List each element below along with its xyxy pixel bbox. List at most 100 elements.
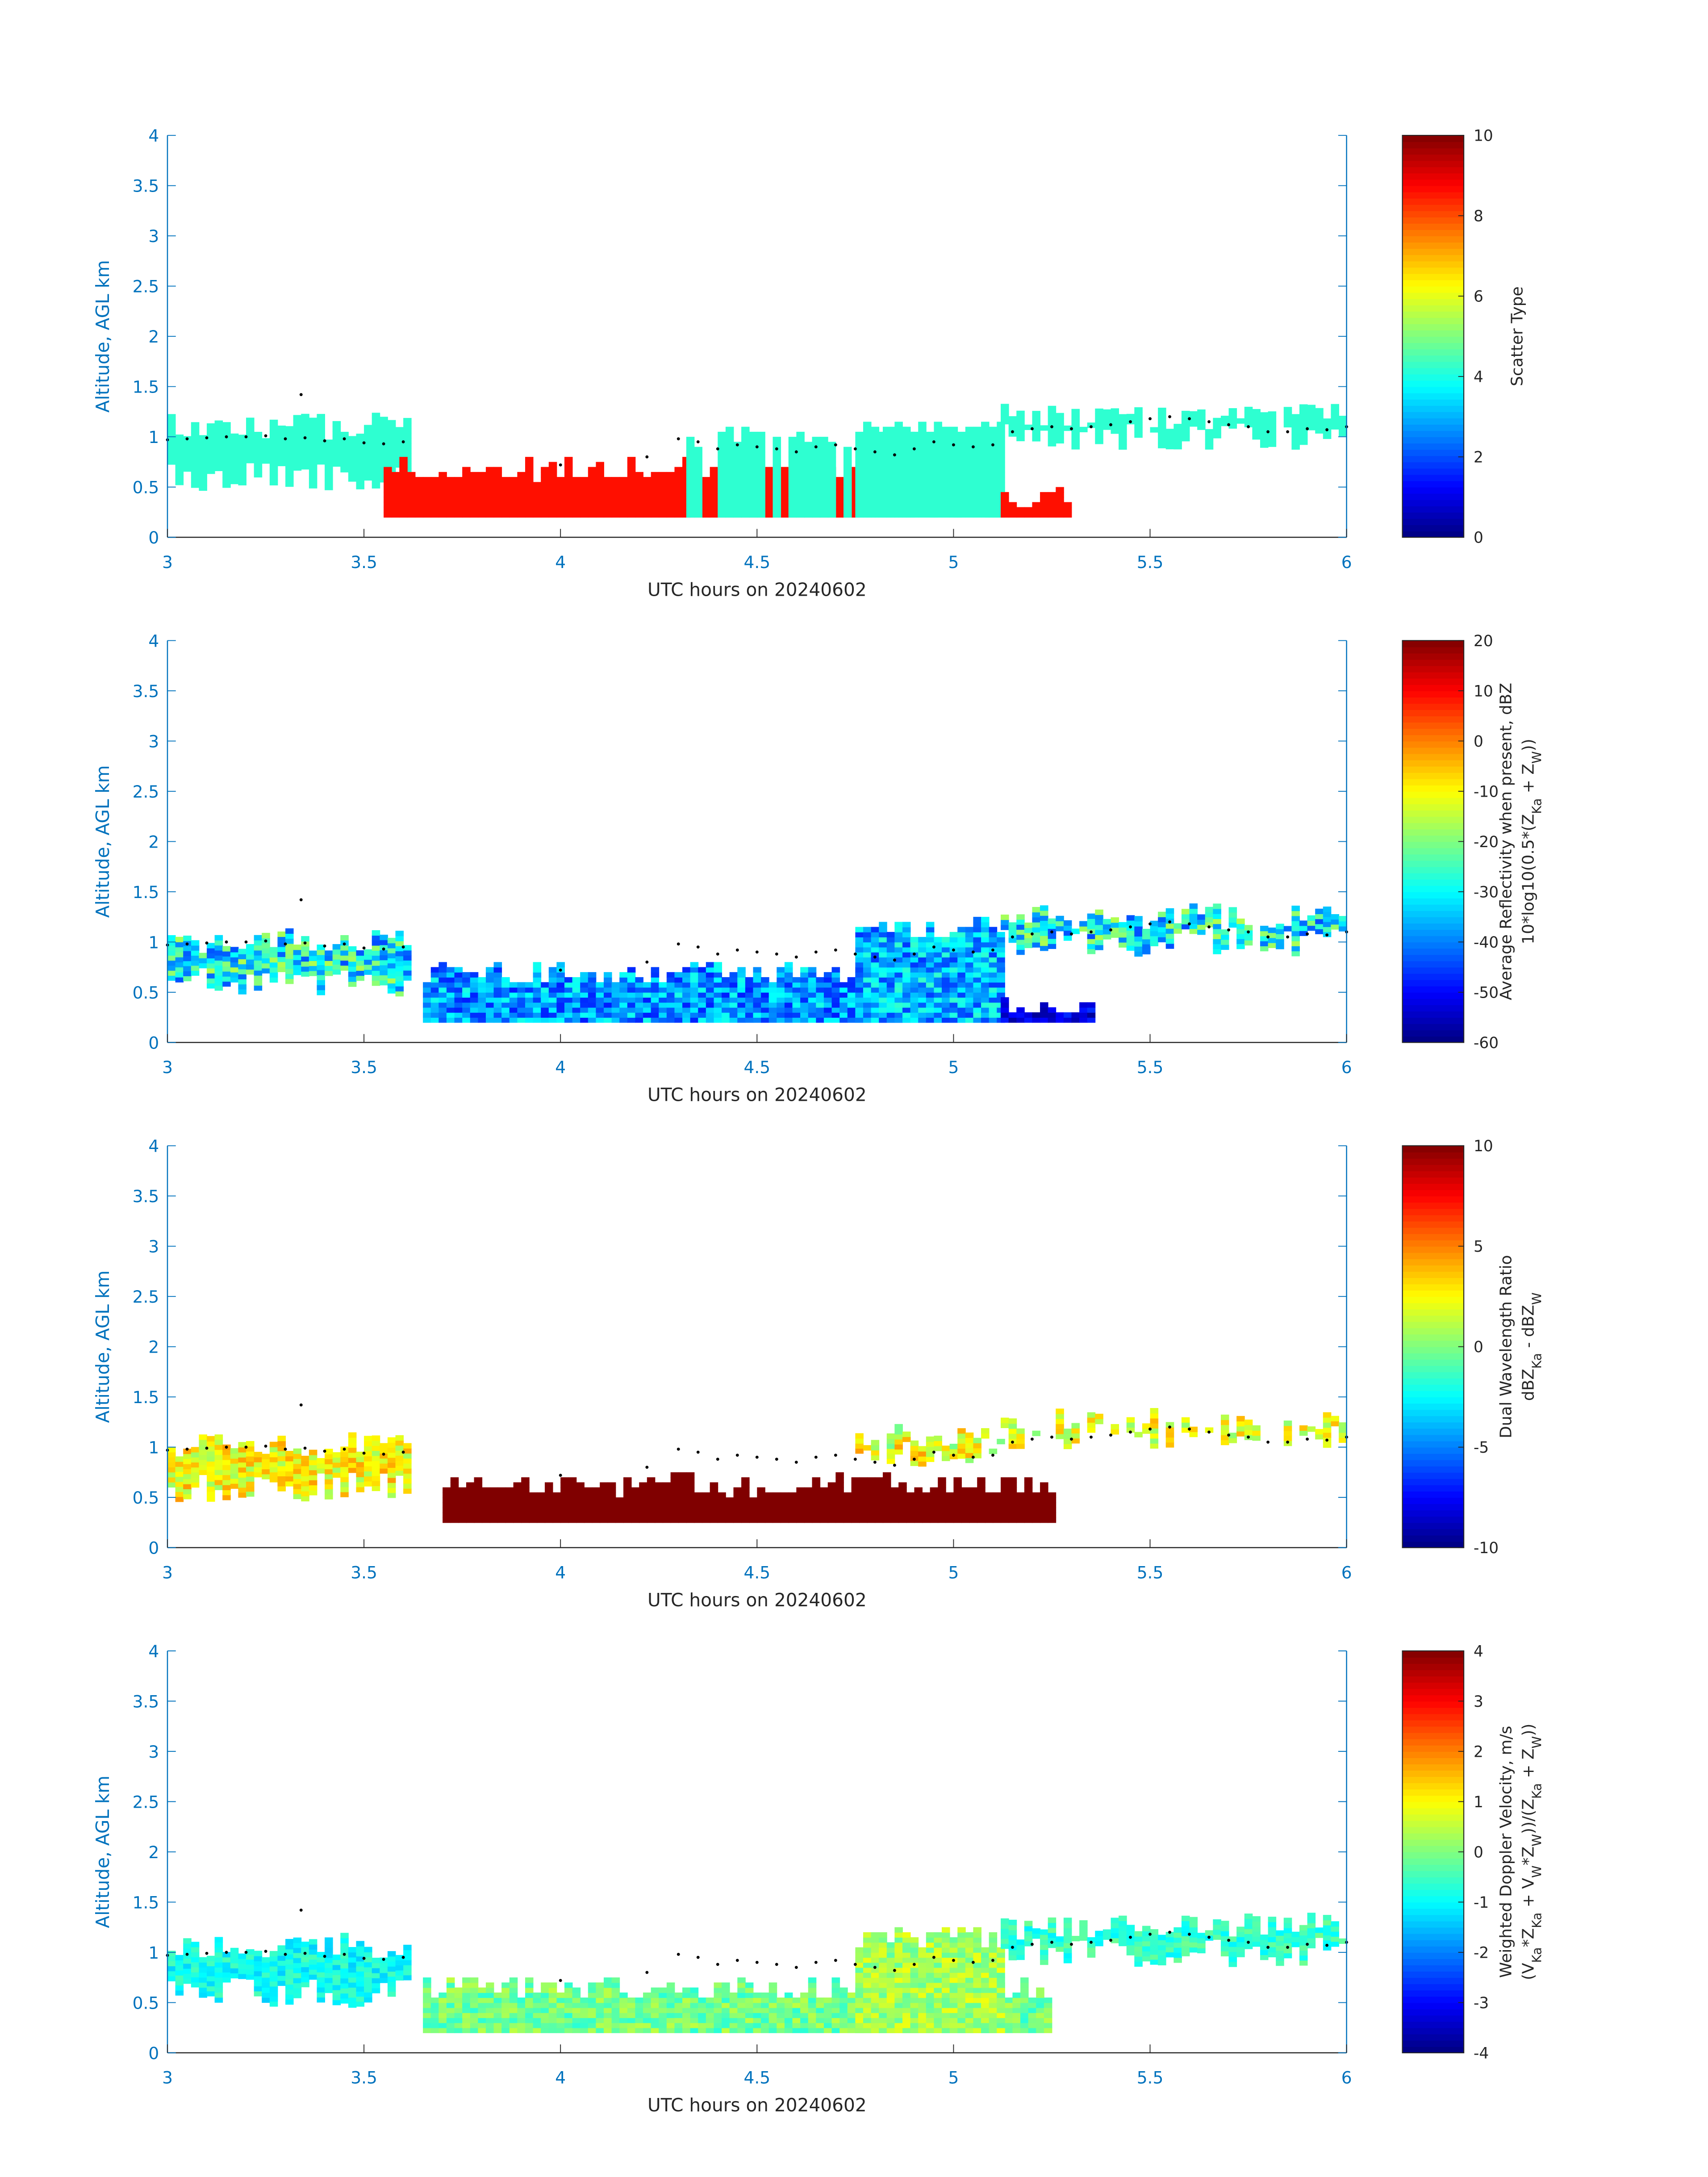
heatmap-cell [1158,438,1166,443]
cloud-base-dot [1031,932,1034,936]
heatmap-cell [981,442,990,447]
heatmap-cell [548,477,557,483]
heatmap-cell [207,423,215,429]
heatmap-cell [1119,444,1127,450]
heatmap-cell [214,970,223,976]
heatmap-cell [784,967,793,973]
heatmap-cell [1056,915,1064,921]
heatmap-cell [725,502,734,508]
heatmap-cell [753,967,762,973]
heatmap-cell [816,1012,824,1018]
colorbar-swatch [1402,336,1464,343]
heatmap-cell [580,477,589,483]
heatmap-cell [505,1507,514,1513]
heatmap-cell [918,977,927,983]
heatmap-cell [977,1507,986,1513]
heatmap-cell [898,1487,907,1493]
heatmap-cell [1048,1017,1057,1023]
heatmap-cell [847,997,856,1003]
heatmap-cell [1063,1429,1072,1434]
heatmap-cell [478,1007,486,1013]
heatmap-cell [781,497,789,503]
heatmap-cell [670,1512,679,1518]
heatmap-cell [902,492,911,498]
heatmap-cell [942,1450,950,1456]
y-tick-label: 3 [148,226,159,246]
heatmap-cell [548,972,557,978]
heatmap-cell [1260,437,1269,443]
heatmap-cell [332,949,341,955]
heatmap-cell [926,987,935,993]
heatmap-cell [214,940,223,946]
heatmap-cell [702,1507,710,1513]
heatmap-cell [395,1435,404,1441]
heatmap-cell [1032,917,1040,923]
cloud-base-dot [1070,427,1073,430]
heatmap-cell [804,1492,813,1498]
heatmap-cell [823,1012,832,1018]
colorbar-tick-label: 10 [1474,682,1493,700]
heatmap-cell [254,1457,263,1462]
heatmap-cell [902,997,911,1003]
heatmap-cell [493,962,502,968]
heatmap-cell [1236,928,1245,934]
heatmap-cell [1236,1431,1245,1437]
heatmap-cell [254,960,263,966]
heatmap-cell [855,1433,864,1439]
heatmap-cell [773,462,781,468]
heatmap-cell [214,1439,223,1445]
heatmap-cell [714,967,722,973]
heatmap-cell [207,428,215,434]
heatmap-cell [1205,1427,1214,1433]
heatmap-cell [835,502,844,508]
heatmap-cell [643,992,651,998]
heatmap-cell [855,451,864,458]
heatmap-cell [674,972,683,978]
heatmap-cell [191,1467,200,1473]
heatmap-cell [521,1507,530,1513]
heatmap-cell [1268,928,1277,933]
heatmap-cell [619,992,628,998]
heatmap-cell [949,1012,958,1018]
heatmap-cell [588,507,597,513]
colorbar-label-part: 10*log10(0.5*(Z [1519,814,1537,944]
heatmap-cell [973,962,981,968]
heatmap-cell [871,1445,880,1450]
heatmap-cell [340,1476,349,1483]
heatmap-cell [635,482,643,488]
heatmap-cell [981,492,990,498]
cloud-base-dot [775,447,778,451]
heatmap-cell [387,1437,396,1443]
heatmap-cell [293,954,302,960]
heatmap-cell [364,969,372,975]
heatmap-cell [942,992,950,998]
heatmap-cell [348,976,357,982]
heatmap-cell [607,1517,616,1523]
heatmap-cell [741,1487,750,1493]
heatmap-cell [1001,497,1009,503]
heatmap-cell [246,959,255,965]
heatmap-cell [773,477,781,483]
heatmap-cell [332,1467,341,1473]
heatmap-cell [214,435,223,441]
heatmap-cell [1048,933,1057,939]
heatmap-cell [666,997,675,1003]
heatmap-cell [918,426,927,432]
heatmap-cell [269,480,278,485]
heatmap-cell [682,967,691,973]
cloud-base-dot [1109,423,1112,426]
heatmap-cell [348,441,357,447]
heatmap-cell [364,475,372,481]
colorbar-swatch [1402,185,1464,192]
heatmap-cell [1213,928,1221,934]
heatmap-cell [894,1424,903,1429]
heatmap-cell [855,1002,864,1008]
heatmap-cell [183,446,192,452]
heatmap-cell [918,477,927,483]
heatmap-cell [1158,911,1166,917]
heatmap-cell [183,945,192,951]
heatmap-cell [293,965,302,970]
heatmap-cell [973,917,981,923]
y-tick-label: 2.5 [133,277,159,297]
heatmap-cell [855,502,864,508]
